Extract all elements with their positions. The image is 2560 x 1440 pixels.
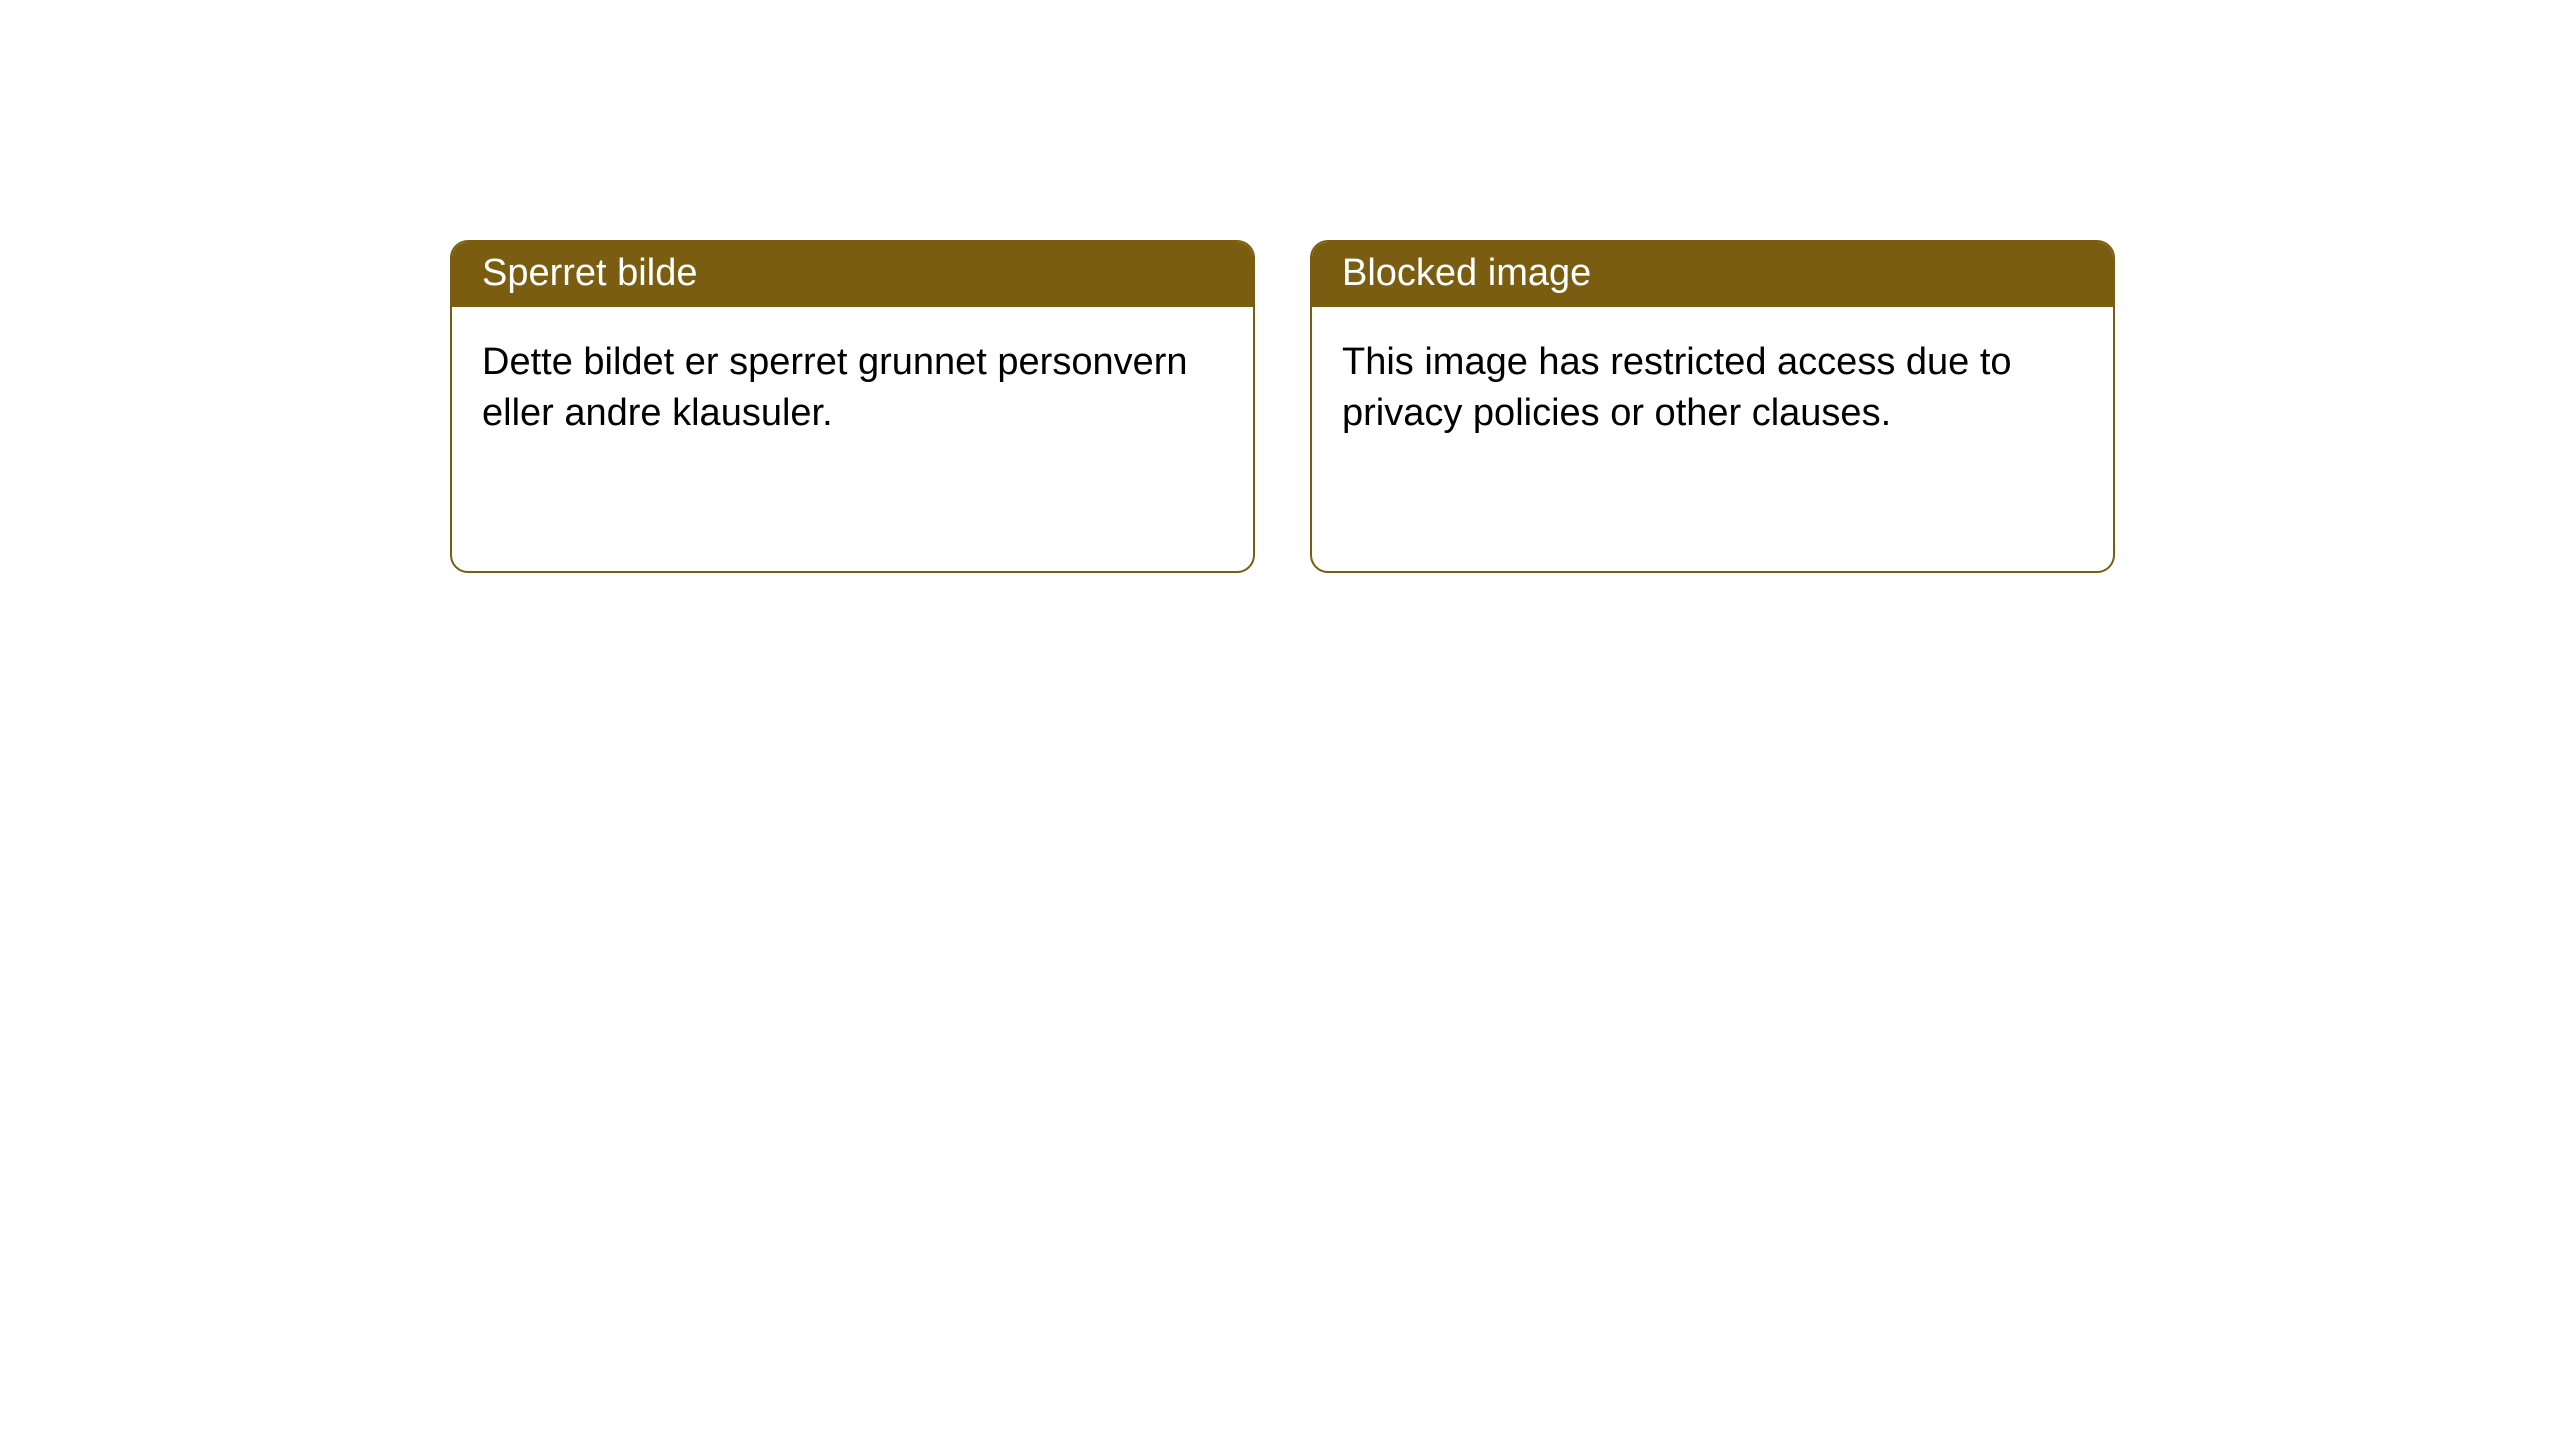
- notice-card-norwegian: Sperret bilde Dette bildet er sperret gr…: [450, 240, 1255, 573]
- notice-cards-container: Sperret bilde Dette bildet er sperret gr…: [450, 240, 2115, 573]
- card-body: This image has restricted access due to …: [1312, 307, 2113, 470]
- card-header: Blocked image: [1312, 242, 2113, 307]
- card-header: Sperret bilde: [452, 242, 1253, 307]
- card-body: Dette bildet er sperret grunnet personve…: [452, 307, 1253, 470]
- notice-card-english: Blocked image This image has restricted …: [1310, 240, 2115, 573]
